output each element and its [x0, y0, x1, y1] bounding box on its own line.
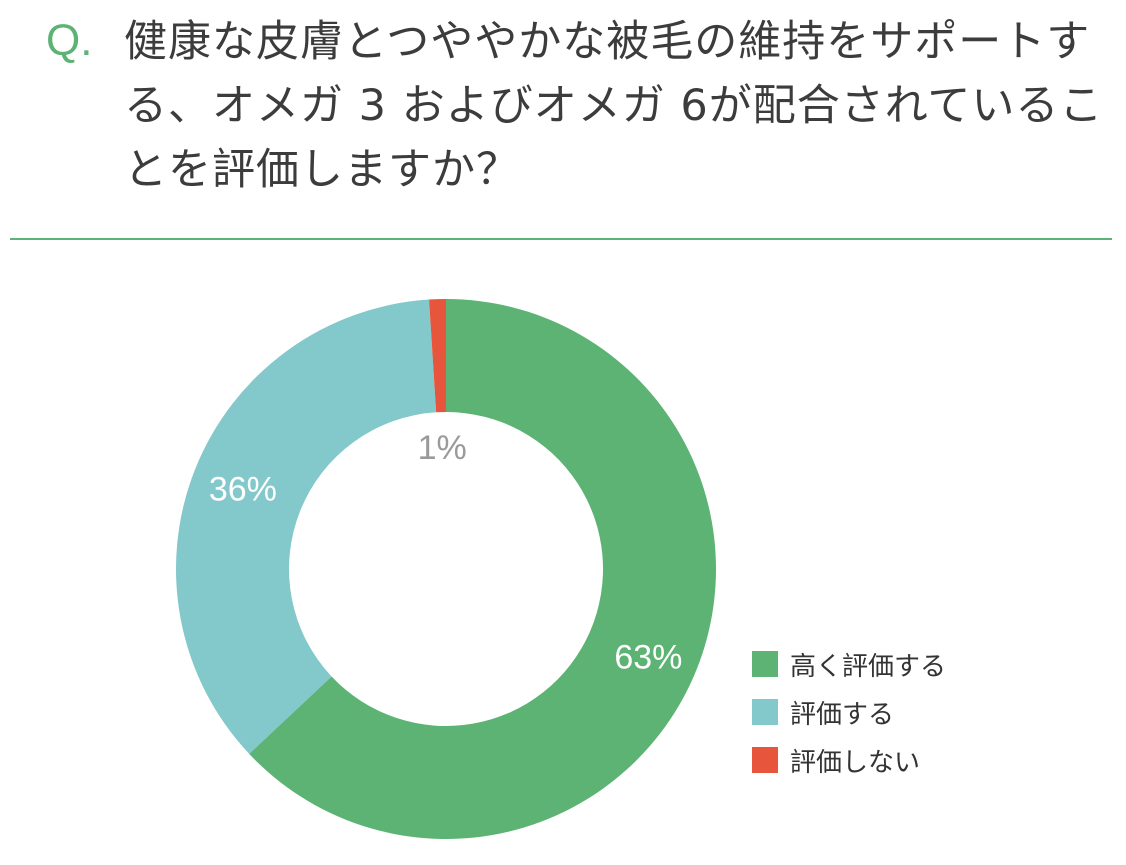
donut-slice — [429, 299, 446, 413]
legend-swatch — [752, 699, 778, 725]
legend-swatch — [752, 747, 778, 773]
slice-value-label: 63% — [614, 639, 682, 677]
question-text: 健康な皮膚とつややかな被毛の維持をサポートする、オメガ 3 およびオメガ 6が配… — [124, 17, 1104, 195]
legend-item: 評価しない — [752, 736, 946, 784]
slice-value-label: 1% — [418, 429, 467, 467]
legend-item: 高く評価する — [752, 640, 946, 688]
donut-slice — [176, 299, 437, 754]
legend-label: 評価する — [790, 699, 895, 730]
legend-swatch — [752, 651, 778, 677]
donut-slice — [249, 299, 717, 840]
legend-label: 高く評価する — [790, 651, 947, 682]
divider — [10, 238, 1112, 240]
question-block: Q. 健康な皮膚とつややかな被毛の維持をサポートする、オメガ 3 およびオメガ … — [46, 10, 1106, 202]
legend-item: 評価する — [752, 688, 946, 736]
legend: 高く評価する 評価する 評価しない — [752, 640, 946, 784]
question-prefix: Q. — [46, 16, 93, 65]
legend-label: 評価しない — [790, 747, 921, 778]
slice-value-label: 36% — [209, 471, 277, 509]
